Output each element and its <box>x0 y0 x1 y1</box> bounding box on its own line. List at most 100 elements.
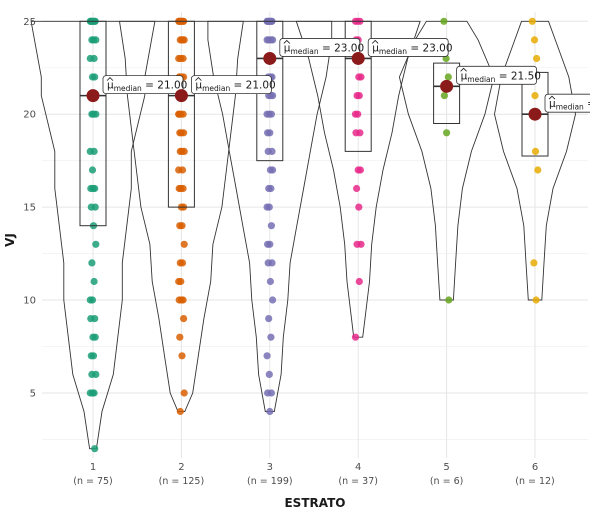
data-point <box>531 92 539 100</box>
y-tick-label: 10 <box>23 296 36 307</box>
data-point <box>88 166 97 174</box>
data-point <box>264 147 272 155</box>
data-point <box>91 73 99 81</box>
x-tick-n-label: (n = 12) <box>515 476 555 487</box>
data-point <box>176 147 184 155</box>
y-tick-label: 25 <box>23 17 36 28</box>
median-label-text: μmedian = 23.00 <box>372 42 452 56</box>
median-label: μmedian = 21.00 <box>102 75 187 95</box>
box-iqr <box>344 20 372 152</box>
median-hat <box>106 77 114 81</box>
median-label-box <box>279 38 361 57</box>
data-point <box>356 166 364 174</box>
x-tick-label: 6 <box>532 462 538 473</box>
median-label: μmedian = 21.00 <box>190 75 276 95</box>
data-point <box>180 240 188 248</box>
data-point <box>178 222 186 230</box>
median-symbol: μ <box>284 42 291 54</box>
median-point <box>351 51 365 65</box>
data-point <box>177 296 185 304</box>
data-point <box>92 240 100 248</box>
data-point <box>175 110 183 118</box>
data-point <box>263 36 271 44</box>
data-point <box>440 17 448 25</box>
data-point <box>269 296 277 304</box>
median-label: μmedian = 23.00 <box>367 38 453 57</box>
median-subscript: median <box>556 103 584 112</box>
median-value: = 21.50 <box>495 70 541 82</box>
median-symbol: μ <box>549 98 556 110</box>
data-point <box>87 315 95 323</box>
data-point <box>91 333 99 341</box>
median-hat <box>283 39 291 44</box>
median-subscript: median <box>379 47 407 56</box>
data-point <box>176 333 184 341</box>
median-value: = 21.00 <box>142 80 188 92</box>
median-point <box>440 79 454 93</box>
data-point <box>86 54 94 63</box>
data-point <box>91 445 99 453</box>
y-tick-label: 20 <box>23 110 36 121</box>
data-point <box>265 315 273 323</box>
data-point <box>88 259 96 267</box>
median-point <box>528 107 542 121</box>
median-symbol: μ <box>461 70 468 82</box>
median-label-box <box>367 38 449 57</box>
median-label-box <box>190 75 272 95</box>
data-point <box>266 129 274 137</box>
data-point <box>177 277 185 286</box>
x-tick-n-label: (n = 199) <box>247 476 293 487</box>
median-point <box>174 89 188 103</box>
data-point <box>352 129 360 137</box>
median-label-box <box>102 75 184 95</box>
y-tick-label: 5 <box>30 388 36 399</box>
median-label: μmedian = 23.00 <box>279 38 364 57</box>
data-point <box>440 92 448 100</box>
median-subscript: median <box>290 47 318 56</box>
data-point <box>267 222 275 230</box>
median-value: = 23.00 <box>319 42 365 54</box>
data-point <box>530 259 538 267</box>
median-label-text: μmedian = 21.00 <box>195 80 275 94</box>
median-label-text: μmedian = 20.00 <box>549 98 590 112</box>
data-point <box>86 147 94 155</box>
median-symbol: μ <box>372 42 379 54</box>
x-tick-label: 4 <box>355 462 361 473</box>
data-point <box>267 333 275 341</box>
data-point <box>269 166 277 174</box>
violin-outline <box>295 20 421 338</box>
data-point <box>444 73 452 81</box>
violin-outline <box>207 20 333 412</box>
x-tick-label: 2 <box>178 462 184 473</box>
box-iqr <box>167 20 195 208</box>
data-point <box>180 389 188 397</box>
data-point <box>443 129 451 137</box>
data-point <box>175 166 183 174</box>
median-value: = 21.00 <box>230 80 276 92</box>
data-point <box>528 17 536 25</box>
median-label-text: μmedian = 21.00 <box>107 80 187 94</box>
x-tick-n-label: (n = 6) <box>430 476 463 487</box>
data-point <box>353 240 361 248</box>
data-point <box>355 203 363 211</box>
median-subscript: median <box>114 84 142 93</box>
data-point <box>178 36 187 44</box>
data-point <box>266 277 274 286</box>
data-point <box>266 240 274 248</box>
data-point <box>534 166 542 174</box>
data-point <box>175 184 183 193</box>
data-point <box>264 259 272 267</box>
data-point <box>531 147 540 155</box>
data-point <box>266 407 274 416</box>
data-point <box>530 36 539 44</box>
x-tick-n-label: (n = 75) <box>73 476 113 487</box>
data-point <box>176 407 184 416</box>
median-label-text: μmedian = 21.50 <box>461 70 541 84</box>
data-point <box>88 389 97 397</box>
data-point <box>179 54 187 63</box>
data-point <box>88 296 97 304</box>
median-label-text: μmedian = 23.00 <box>284 42 364 56</box>
data-point <box>178 259 187 267</box>
median-label: μmedian = 21.50 <box>456 65 541 85</box>
